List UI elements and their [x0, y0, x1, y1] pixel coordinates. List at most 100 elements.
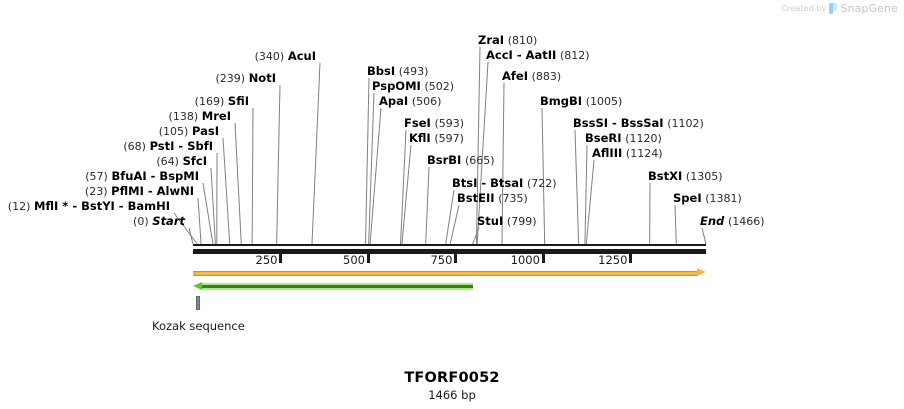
sequence-marker-label[interactable]: (0) Start	[0, 214, 185, 229]
site-position: (799)	[506, 215, 537, 228]
feature-arrow-head	[193, 282, 202, 290]
site-enzyme-name: AfeI	[502, 69, 528, 83]
ruler-tick-label: 1250	[598, 253, 628, 267]
site-leader-line	[202, 182, 214, 245]
site-enzyme-name: AccI - AatII	[486, 48, 557, 62]
ruler-tick-label: 500	[343, 253, 365, 267]
restriction-site-label[interactable]: BseRI (1120)	[585, 131, 662, 146]
restriction-site-label[interactable]: (138) MreI	[0, 110, 231, 124]
snapgene-logo-icon	[829, 3, 838, 14]
site-leader-line	[401, 144, 412, 245]
restriction-site-label[interactable]: AccI - AatII (812)	[486, 48, 590, 63]
restriction-site-label[interactable]: (340) AcuI	[0, 50, 316, 64]
site-leader-line	[574, 129, 580, 245]
restriction-site-label[interactable]: BsrBI (665)	[427, 154, 495, 168]
site-leader-line	[234, 122, 242, 245]
feature-arrow-cds-arrow[interactable]	[193, 282, 473, 291]
site-position: (1466)	[727, 215, 765, 228]
site-position: (1305)	[685, 170, 723, 183]
restriction-site-label[interactable]: (12) MflI * - BstYI - BamHI	[0, 199, 170, 214]
restriction-site-label[interactable]: BstXI (1305)	[648, 170, 723, 184]
site-enzyme-name: ZraI	[478, 33, 505, 47]
feature-arrow-orf-arrow[interactable]	[193, 268, 706, 277]
restriction-site-label[interactable]: (57) BfuAI - BspMI	[0, 169, 199, 184]
feature-arrow-body	[202, 285, 473, 288]
site-position: (68)	[123, 140, 146, 153]
site-enzyme-name: StuI	[477, 214, 504, 228]
site-position: (502)	[424, 80, 455, 93]
site-position: (1005)	[585, 95, 623, 108]
site-leader-line	[197, 197, 202, 245]
site-leader-line	[311, 62, 321, 245]
restriction-site-label[interactable]: (23) PflMI - AlwNI	[0, 185, 194, 199]
site-position: (169)	[194, 95, 225, 108]
restriction-site-label[interactable]: FseI (593)	[404, 116, 465, 131]
site-position: (1120)	[625, 132, 662, 145]
site-leader-line	[472, 227, 480, 245]
ruler-tick-label: 1000	[510, 253, 540, 267]
sequence-marker-label[interactable]: End (1466)	[700, 214, 765, 229]
ruler-tick-label: 750	[430, 253, 453, 267]
site-enzyme-name: FseI	[404, 116, 431, 130]
site-position: (883)	[531, 70, 562, 83]
restriction-site-label[interactable]: BtsI - BtsaI (722)	[452, 176, 557, 191]
restriction-site-label[interactable]: (64) SfcI	[0, 155, 207, 169]
site-enzyme-name: ApaI	[379, 94, 409, 108]
restriction-site-label[interactable]: ApaI (506)	[379, 94, 441, 109]
site-position: (0)	[133, 215, 149, 228]
site-position: (105)	[158, 125, 189, 138]
ruler-tick	[279, 254, 283, 263]
restriction-site-label[interactable]: StuI (799)	[477, 214, 537, 229]
restriction-site-label[interactable]: BstEII (735)	[457, 191, 528, 206]
restriction-site-label[interactable]: (105) PasI	[0, 125, 219, 139]
site-enzyme-name: End	[700, 214, 725, 228]
site-position: (593)	[434, 117, 465, 130]
site-enzyme-name: Start	[152, 214, 185, 228]
site-position: (1102)	[667, 117, 704, 130]
site-position: (57)	[85, 170, 108, 183]
site-enzyme-name: BssSI - BssSaI	[573, 116, 664, 130]
site-enzyme-name: PstI - SbfI	[149, 139, 213, 153]
restriction-site-label[interactable]: BmgBI (1005)	[540, 95, 623, 109]
restriction-site-label[interactable]: (68) PstI - SbfI	[0, 139, 213, 154]
site-position: (1381)	[705, 192, 742, 205]
restriction-site-label[interactable]: PspOMI (502)	[372, 80, 455, 94]
site-position: (138)	[168, 110, 199, 123]
site-position: (722)	[526, 177, 557, 190]
site-enzyme-name: BtsI - BtsaI	[452, 176, 524, 190]
restriction-site-label[interactable]: SpeI (1381)	[673, 192, 742, 206]
site-leader-line	[584, 144, 588, 245]
site-leader-line	[445, 189, 455, 245]
site-leader-line	[251, 107, 254, 245]
site-position: (64)	[156, 155, 179, 168]
site-enzyme-name: SfiI	[227, 94, 249, 108]
restriction-site-label[interactable]: (169) SfiI	[0, 94, 249, 109]
sequence-backbone-thin	[193, 244, 706, 246]
site-leader-line	[585, 159, 595, 245]
restriction-site-label[interactable]: KflI (597)	[409, 132, 464, 146]
site-leader-line	[368, 92, 375, 245]
site-enzyme-name: NotI	[248, 71, 276, 85]
ruler-tick	[454, 254, 458, 263]
site-enzyme-name: MflI * - BstYI - BamHI	[34, 199, 170, 213]
site-enzyme-name: AflIII	[592, 146, 623, 160]
restriction-site-label[interactable]: ZraI (810)	[478, 33, 538, 48]
site-position: (735)	[498, 192, 528, 205]
site-position: (1124)	[625, 147, 663, 160]
site-position: (812)	[559, 49, 590, 62]
feature-arrow-body	[193, 271, 697, 276]
site-position: (239)	[215, 72, 246, 85]
site-enzyme-name: BfuAI - BspMI	[111, 169, 199, 183]
restriction-site-label[interactable]: (239) NotI	[0, 71, 276, 86]
restriction-site-label[interactable]: BssSI - BssSaI (1102)	[573, 116, 704, 131]
site-enzyme-name: BstEII	[457, 191, 495, 205]
site-position: (810)	[507, 34, 538, 47]
page-title: TFORF0052	[404, 370, 500, 386]
restriction-site-label[interactable]: AflIII (1124)	[592, 146, 663, 161]
restriction-site-label[interactable]: BbsI (493)	[367, 65, 428, 79]
kozak-sequence-marker[interactable]	[196, 296, 201, 310]
site-position: (23)	[84, 185, 108, 198]
restriction-site-label[interactable]: AfeI (883)	[502, 69, 562, 84]
site-enzyme-name: BseRI	[585, 131, 622, 145]
